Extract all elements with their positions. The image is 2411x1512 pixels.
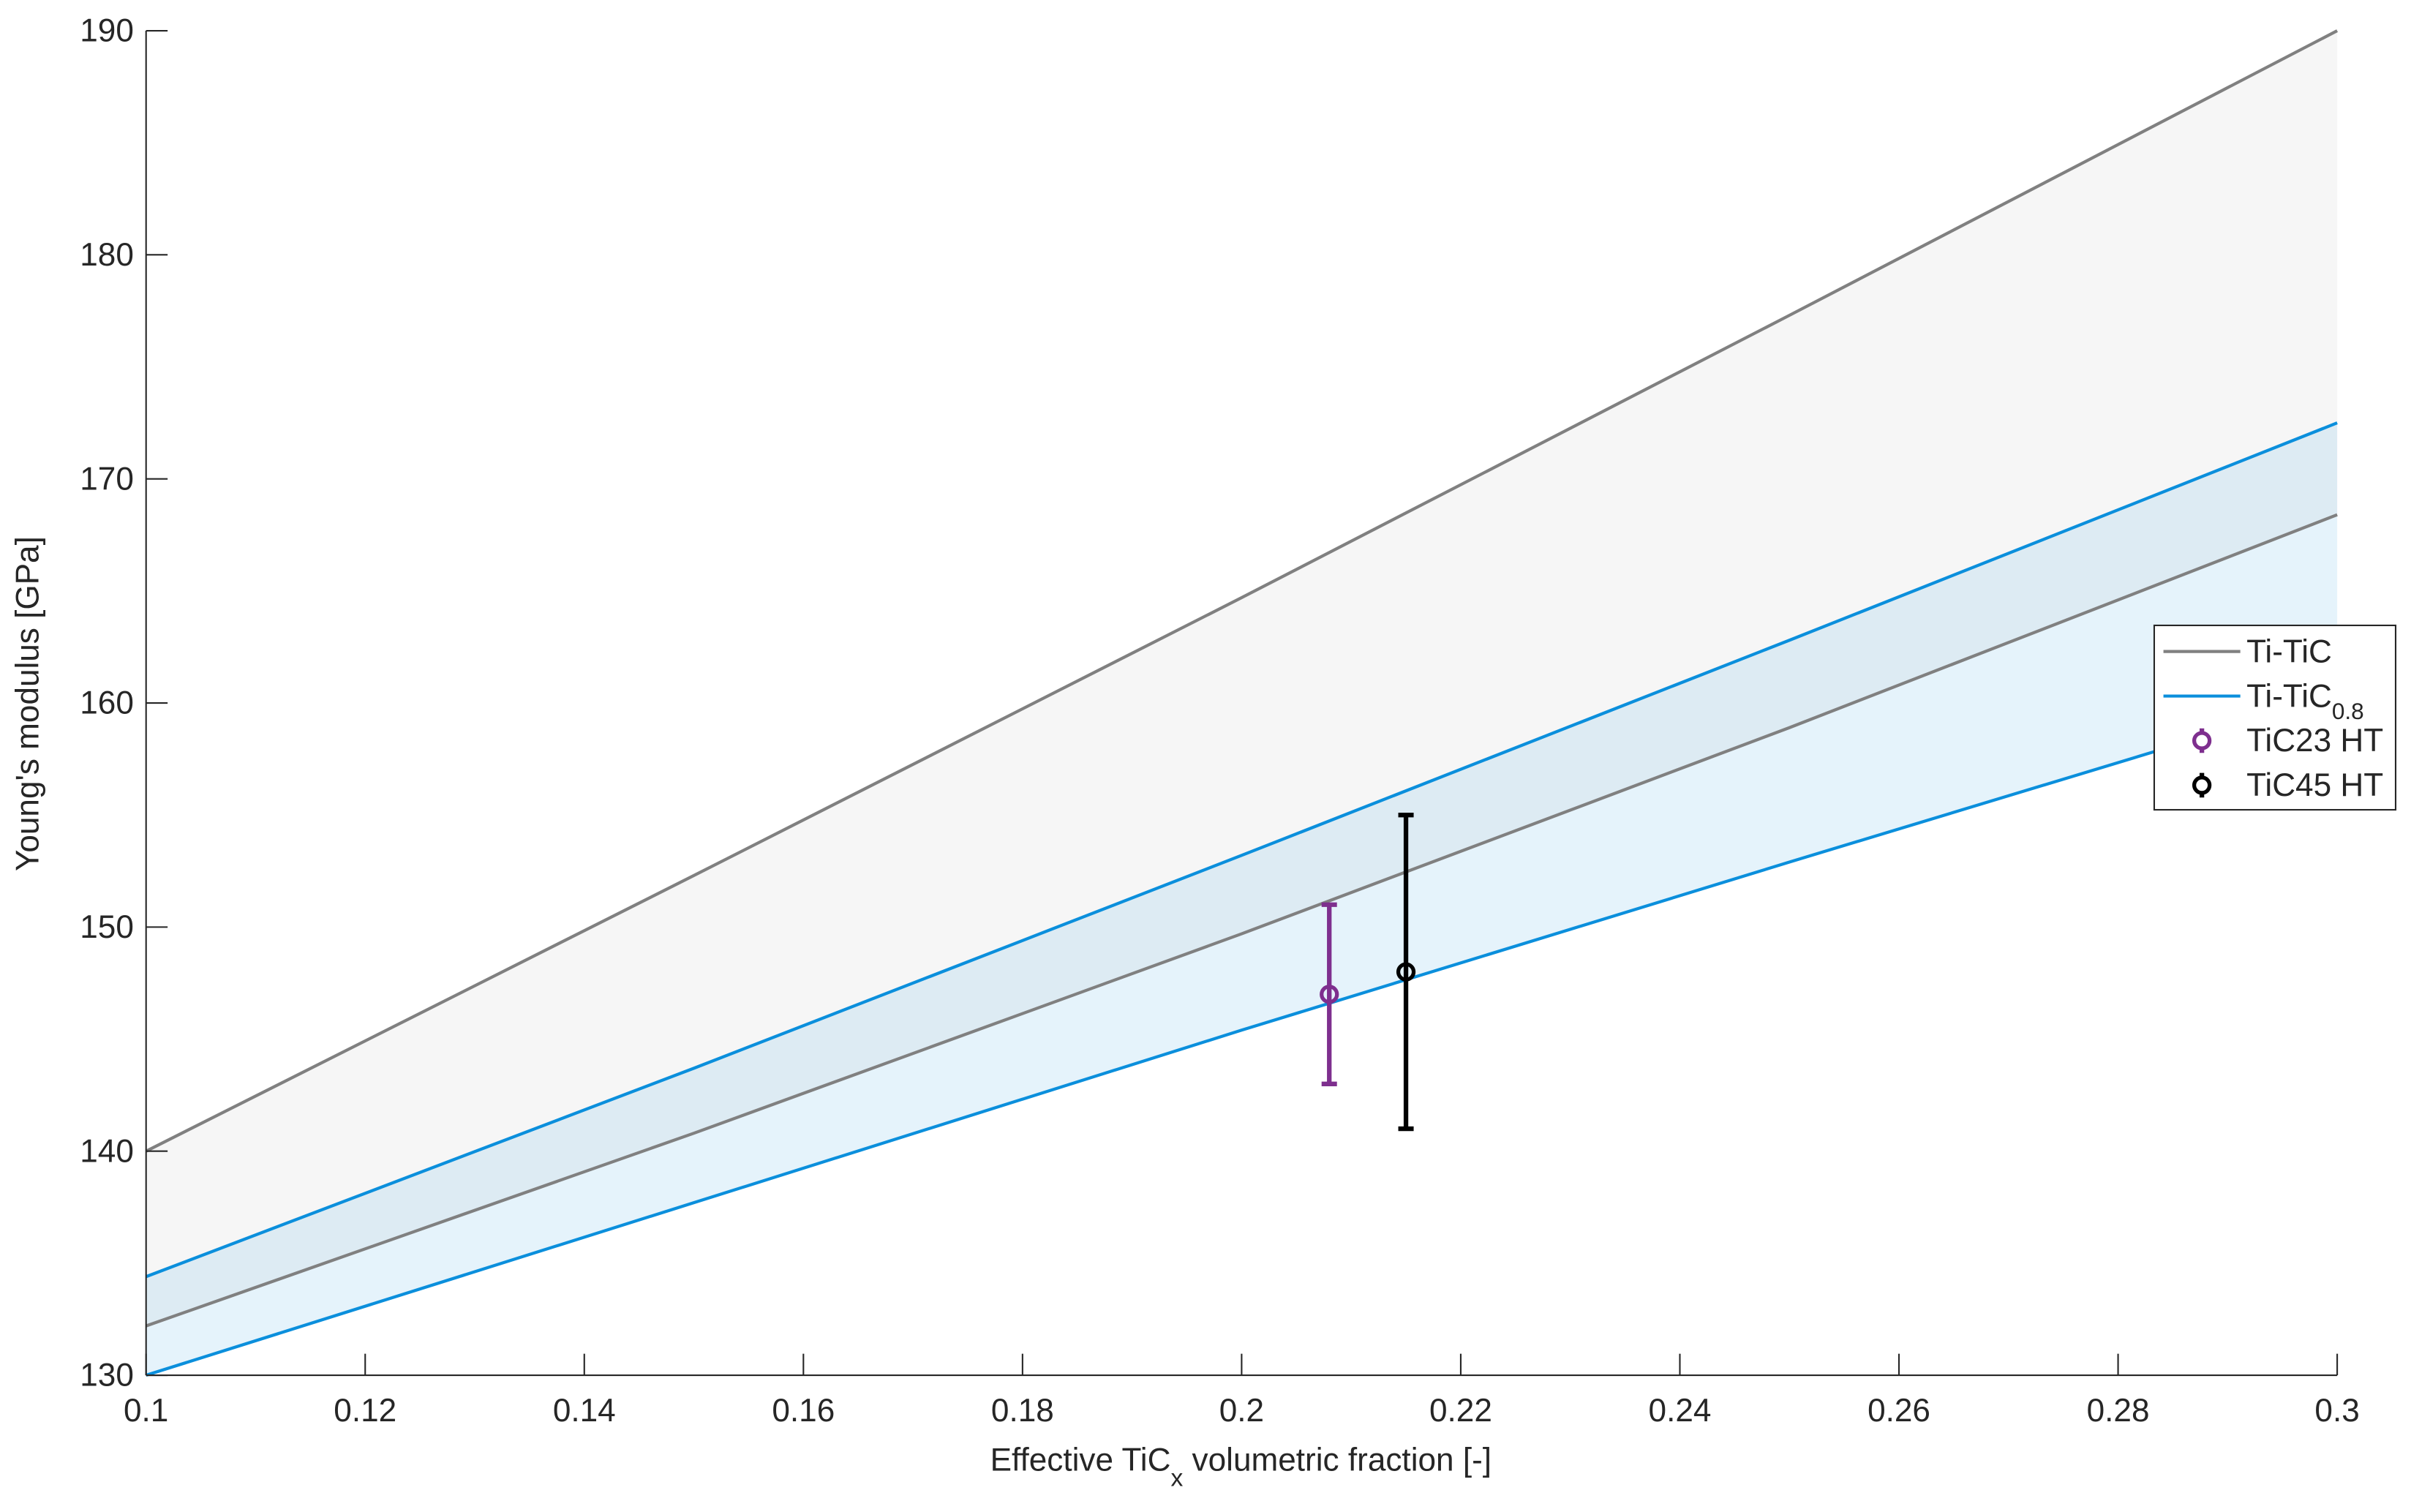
y-tick-label: 190 — [80, 13, 134, 49]
legend-swatch — [2192, 731, 2212, 751]
x-tick-label: 0.14 — [553, 1393, 616, 1429]
y-tick-label: 170 — [80, 461, 134, 497]
y-tick-label: 150 — [80, 909, 134, 945]
band-line — [146, 694, 2338, 1377]
x-tick-label: 0.24 — [1649, 1393, 1712, 1429]
legend-label-text: Ti-TiC — [2246, 678, 2332, 714]
x-label-part: Effective TiC — [990, 1442, 1171, 1478]
y-tick-label: 160 — [80, 685, 134, 721]
y-tick-label: 140 — [80, 1133, 134, 1169]
band-line — [145, 513, 2338, 1328]
x-tick-label: 0.1 — [124, 1393, 168, 1429]
data-point — [1396, 962, 1416, 982]
legend-label-text: Ti-TiC — [2246, 633, 2332, 669]
x-tick-label: 0.3 — [2314, 1393, 2359, 1429]
x-tick-label: 0.22 — [1429, 1393, 1492, 1429]
band-line — [145, 421, 2338, 1279]
legend-label: TiC45 HT — [2246, 767, 2383, 803]
y-tick-label: 130 — [80, 1358, 134, 1393]
band-fill — [146, 423, 2338, 1376]
legend-label: TiC23 HT — [2246, 723, 2383, 759]
x-label-subscript: x — [1170, 1464, 1183, 1492]
band-line — [145, 29, 2339, 1153]
y-axis-label: Young's modulus [GPa] — [10, 536, 46, 871]
x-axis-label: Effective TiCx volumetric fraction [-] — [990, 1442, 1492, 1492]
legend-swatch — [2192, 775, 2212, 795]
x-tick-label: 0.28 — [2087, 1393, 2150, 1429]
x-tick-label: 0.18 — [991, 1393, 1054, 1429]
x-tick-label: 0.2 — [1219, 1393, 1264, 1429]
data-point — [1320, 985, 1339, 1004]
band-fill — [146, 31, 2338, 1326]
legend-box — [2153, 624, 2397, 811]
y-tick-label: 180 — [80, 237, 134, 273]
x-tick-label: 0.26 — [1868, 1393, 1930, 1429]
legend-label: Ti-TiC — [2246, 633, 2332, 669]
legend-label-subscript: 0.8 — [2332, 698, 2364, 724]
x-label-part: volumetric fraction [-] — [1183, 1442, 1492, 1478]
x-tick-label: 0.12 — [334, 1393, 396, 1429]
x-tick-label: 0.16 — [772, 1393, 835, 1429]
legend-label: Ti-TiC0.8 — [2246, 678, 2364, 724]
